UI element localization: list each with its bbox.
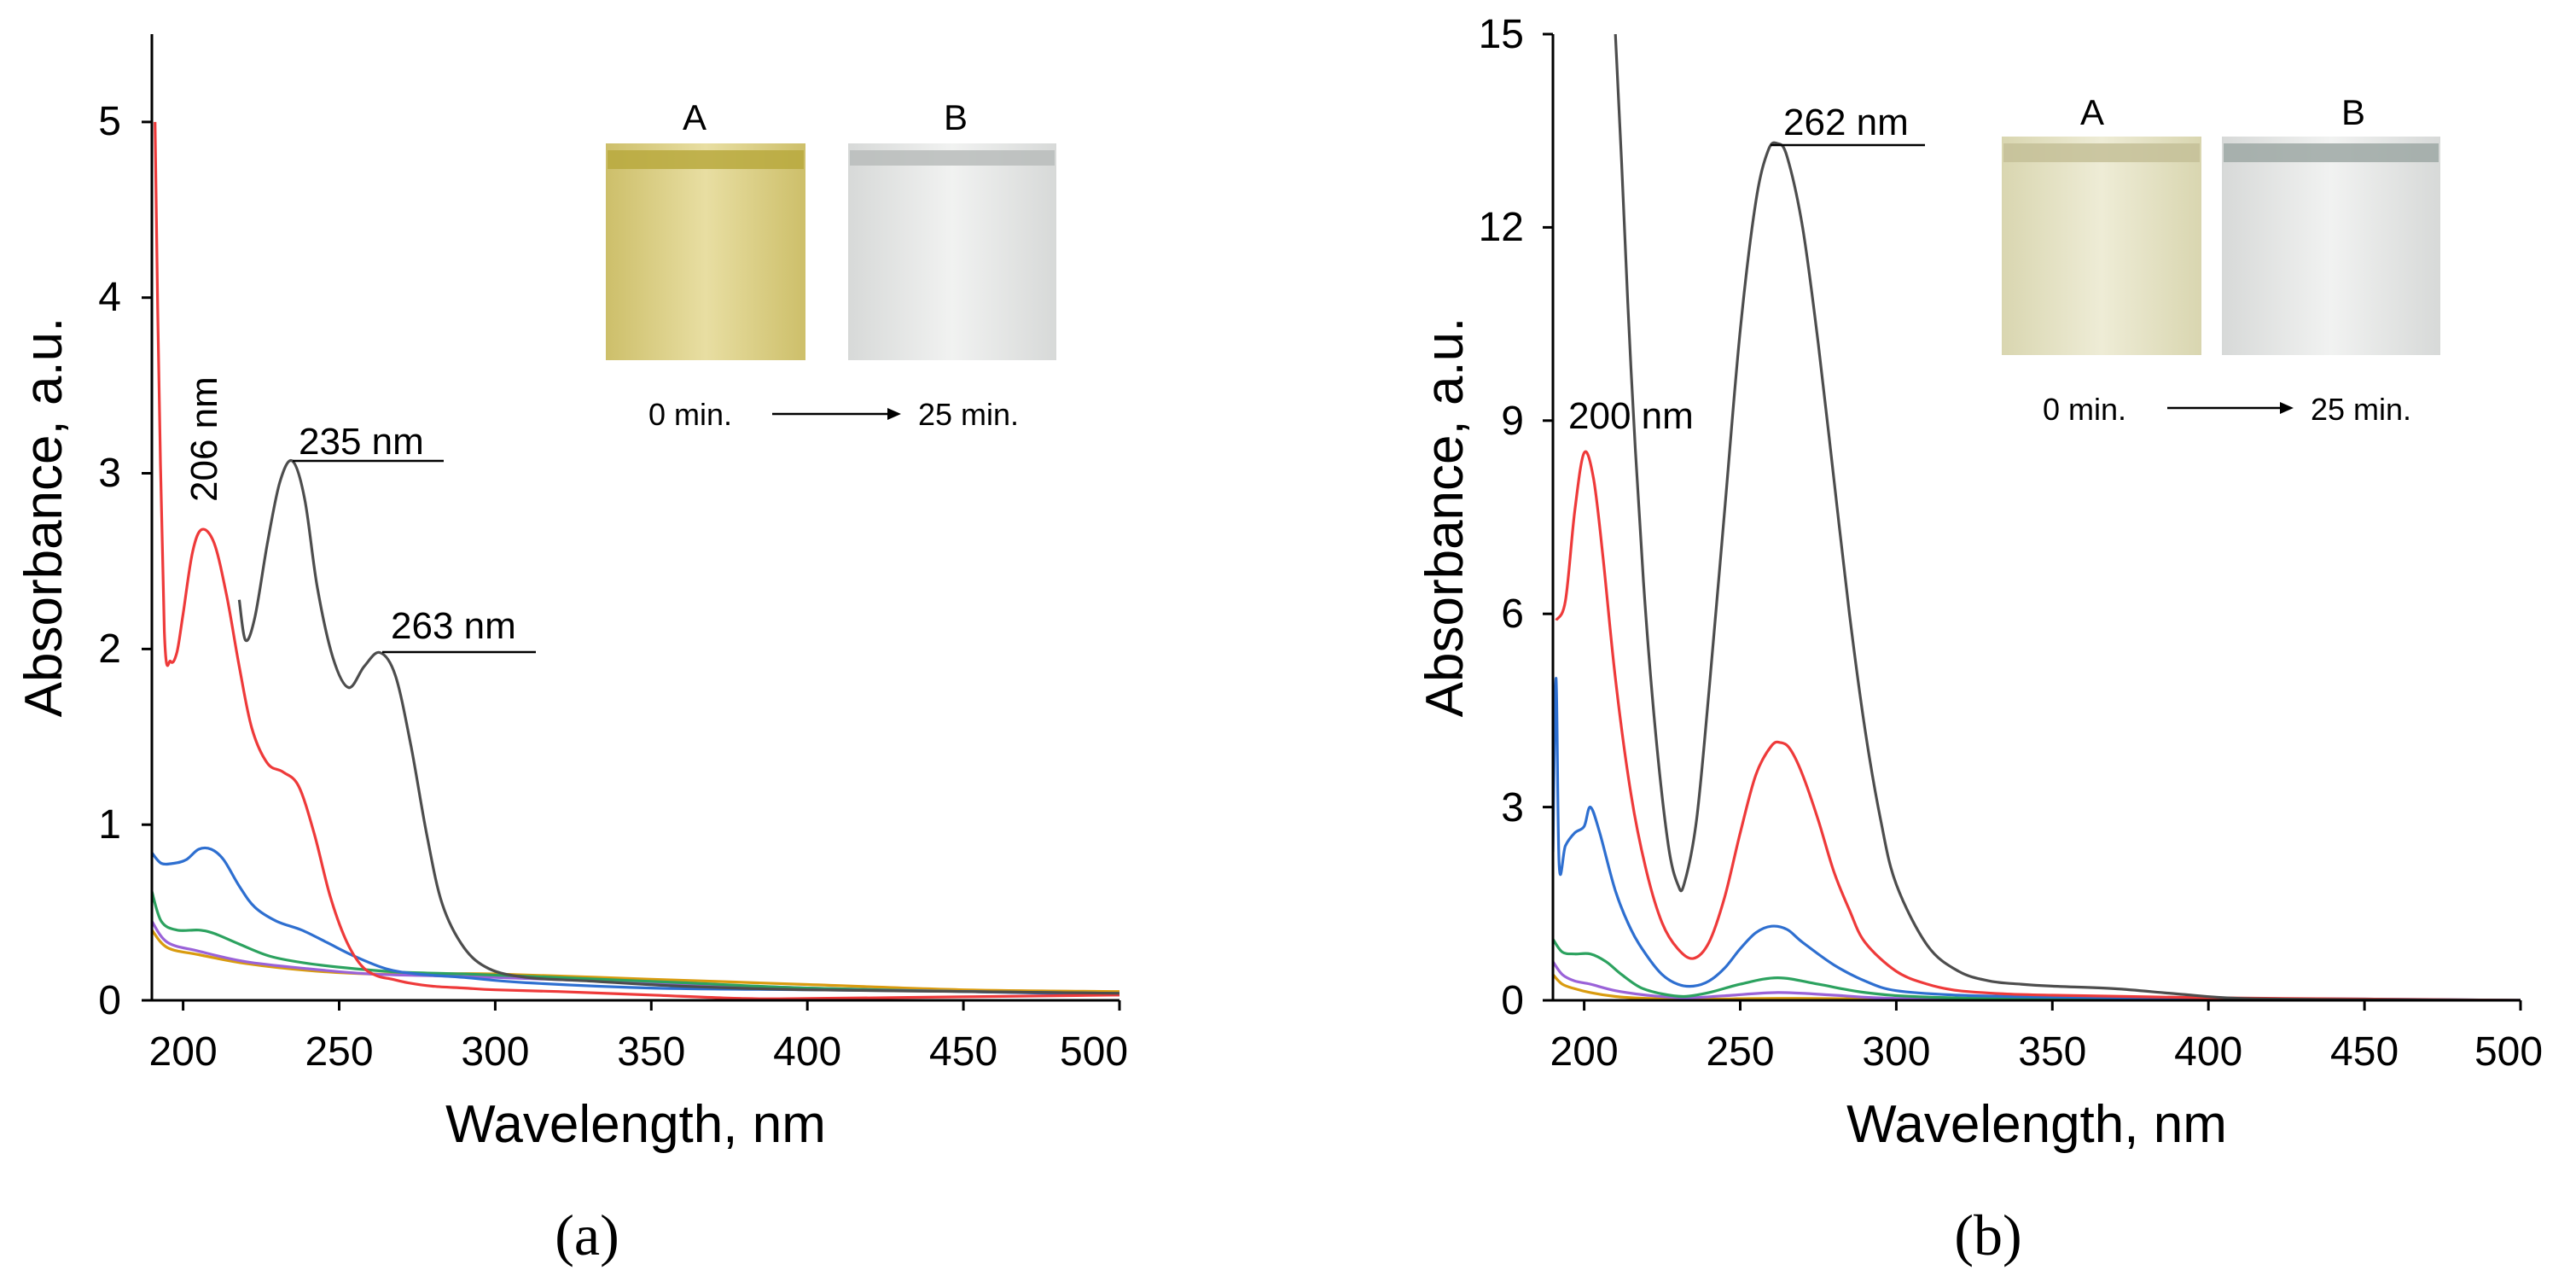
- inset-label-a-A: A: [683, 97, 707, 137]
- x-tick-label-a-200: 200: [149, 1029, 218, 1075]
- y-tick-label-a-2: 2: [98, 626, 121, 672]
- y-tick-label-b-3: 3: [1501, 785, 1524, 830]
- inset-label-a-B: B: [944, 97, 968, 137]
- x-tick-label-a-450: 450: [929, 1029, 997, 1075]
- annotation-a-206nm: 206 nm: [183, 376, 225, 502]
- annotation-a-263nm: 263 nm: [391, 605, 516, 647]
- y-tick-label-b-6: 6: [1501, 591, 1524, 637]
- x-tick-label-b-200: 200: [1550, 1029, 1619, 1075]
- series-a-5min: [154, 121, 1119, 1000]
- inset-arrowhead-a: [887, 408, 901, 420]
- panel-a: 0 1 2 3 4 5 200 250 300 350 400 450 500 …: [15, 34, 1128, 1267]
- y-tick-label-a-3: 3: [98, 451, 121, 496]
- y-tick-label-b-15: 15: [1479, 12, 1524, 57]
- series-a-10min: [152, 846, 1119, 997]
- y-tick-label-b-9: 9: [1501, 399, 1524, 444]
- vial-a-A: [606, 143, 805, 360]
- x-axis-title-a: Wavelength, nm: [445, 1095, 826, 1154]
- x-tick-label-a-300: 300: [461, 1029, 529, 1075]
- inset-start-b: 0 min.: [2043, 392, 2126, 427]
- annotation-b-200nm: 200 nm: [1568, 395, 1694, 437]
- y-tick-label-a-5: 5: [98, 99, 121, 144]
- x-tick-label-b-300: 300: [1862, 1029, 1930, 1075]
- x-tick-label-a-400: 400: [773, 1029, 841, 1075]
- series-a-0min: [237, 458, 1119, 995]
- x-tick-label-a-250: 250: [305, 1029, 373, 1075]
- y-tick-label-b-12: 12: [1479, 205, 1524, 250]
- x-tick-label-b-250: 250: [1706, 1029, 1774, 1075]
- inset-start-a: 0 min.: [648, 397, 732, 432]
- vial-b-A-rim: [2003, 143, 2200, 162]
- annotation-b-262nm: 262 nm: [1783, 102, 1909, 143]
- series-b-0min: [1614, 34, 2521, 1000]
- y-tick-label-b-0: 0: [1501, 978, 1524, 1023]
- panel-b: 0 3 6 9 12 15 200 250 300 350 400 450 50…: [1416, 12, 2543, 1267]
- inset-end-b: 25 min.: [2311, 392, 2411, 427]
- inset-label-b-B: B: [2341, 92, 2365, 132]
- inset-photo-a: A B 0 min. 25 min.: [606, 97, 1056, 432]
- plot-series-a: [152, 121, 1119, 1000]
- vial-a-B-rim: [850, 150, 1055, 166]
- x-tick-label-a-500: 500: [1060, 1029, 1128, 1075]
- x-tick-label-a-350: 350: [617, 1029, 685, 1075]
- x-axis-title-b: Wavelength, nm: [1846, 1095, 2227, 1154]
- vial-b-B-rim: [2224, 143, 2439, 162]
- annotation-a-235nm: 235 nm: [299, 421, 424, 463]
- vial-a-B: [848, 143, 1056, 360]
- inset-label-b-A: A: [2080, 92, 2104, 132]
- panel-label-b: (b): [1954, 1203, 2021, 1267]
- y-tick-label-a-0: 0: [98, 978, 121, 1023]
- vial-a-A-rim: [608, 150, 804, 169]
- series-b-15min: [1553, 938, 2521, 1000]
- vial-b-A: [2002, 137, 2201, 355]
- x-tick-label-b-400: 400: [2174, 1029, 2242, 1075]
- inset-photo-b: A B 0 min. 25 min.: [2002, 92, 2440, 427]
- vial-b-B: [2222, 137, 2440, 355]
- x-tick-label-b-500: 500: [2474, 1029, 2543, 1075]
- y-axis-title-b: Absorbance, a.u.: [1416, 318, 1474, 718]
- x-tick-label-b-350: 350: [2018, 1029, 2086, 1075]
- y-tick-label-a-4: 4: [98, 275, 121, 320]
- panel-label-a: (a): [555, 1203, 619, 1267]
- series-b-10min: [1553, 677, 2521, 1000]
- series-b-5min: [1555, 450, 2521, 1000]
- inset-arrowhead-b: [2280, 402, 2294, 414]
- y-axis-title-a: Absorbance, a.u.: [15, 318, 73, 718]
- x-tick-label-b-450: 450: [2330, 1029, 2399, 1075]
- inset-end-a: 25 min.: [918, 397, 1019, 432]
- y-tick-label-a-1: 1: [98, 802, 121, 848]
